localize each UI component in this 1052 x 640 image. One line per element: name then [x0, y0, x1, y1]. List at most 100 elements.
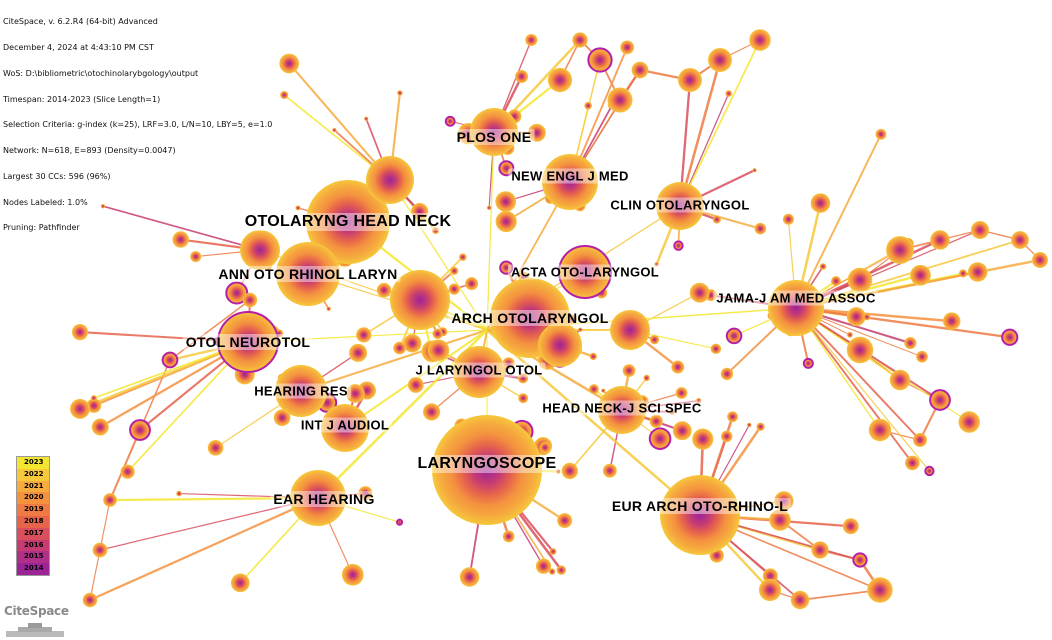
- node-label-int-j-audiol[interactable]: INT J AUDIOL: [297, 417, 393, 433]
- network-edge: [795, 229, 981, 309]
- network-edge: [486, 329, 701, 516]
- node-label-arch-otolaryngol[interactable]: ARCH OTOLARYNGOL: [448, 310, 612, 326]
- network-node: [846, 307, 866, 327]
- network-node: [758, 578, 782, 602]
- info-panel: CiteSpace, v. 6.2.R4 (64-bit) Advanced D…: [3, 1, 272, 242]
- network-node: [561, 462, 578, 480]
- network-node: [525, 33, 538, 47]
- network-node: [654, 262, 659, 267]
- network-node: [852, 552, 868, 568]
- legend-row-2020: 2020: [17, 492, 49, 505]
- network-edge: [109, 429, 141, 501]
- network-node: [92, 542, 108, 558]
- network-node: [930, 230, 950, 250]
- network-node: [498, 160, 515, 177]
- network-node: [622, 364, 636, 377]
- network-node: [643, 374, 650, 382]
- node-label-ann-oto-rhinol-laryn[interactable]: ANN OTO RHINOL LARYN: [215, 266, 401, 282]
- network-node: [958, 269, 968, 278]
- network-edge: [486, 131, 495, 331]
- citespace-logo-mark: [6, 623, 64, 637]
- node-label-j-laryngol-otol[interactable]: J LARYNGOL OTOL: [412, 362, 546, 378]
- node-label-hearing-res[interactable]: HEARING RES: [251, 383, 351, 399]
- legend-row-2019: 2019: [17, 504, 49, 516]
- legend-row-2023: 2023: [17, 457, 49, 469]
- network-node: [190, 251, 202, 263]
- network-node: [326, 306, 331, 312]
- network-node: [376, 282, 392, 298]
- network-node: [720, 367, 734, 381]
- node-label-otol-neurotol[interactable]: OTOL NEUROTOL: [182, 334, 314, 350]
- network-node: [423, 403, 441, 421]
- network-node: [276, 242, 340, 306]
- node-label-eur-arch-oto-rhino-l[interactable]: EUR ARCH OTO-RHINO-L: [608, 498, 792, 514]
- network-node: [364, 116, 369, 121]
- network-node: [1001, 328, 1019, 346]
- info-line-nodes-labeled: Nodes Labeled: 1.0%: [3, 197, 88, 207]
- network-node: [366, 156, 414, 204]
- network-node: [875, 128, 887, 140]
- network-node: [863, 313, 871, 321]
- network-node: [242, 292, 258, 308]
- network-node: [712, 215, 721, 224]
- node-label-jama[interactable]: JAMA-J AM MED ASSOC: [713, 290, 879, 306]
- network-node: [910, 264, 931, 286]
- network-node: [321, 404, 369, 452]
- network-node: [527, 123, 546, 142]
- network-node: [448, 283, 460, 295]
- network-node: [660, 475, 740, 555]
- node-label-clin-otolaryngol[interactable]: CLIN OTOLARYNGOL: [607, 197, 753, 213]
- node-label-acta-oto-laryngol[interactable]: ACTA OTO-LARYNGOL: [507, 264, 663, 280]
- network-node: [470, 108, 518, 156]
- network-node: [886, 236, 914, 264]
- network-node: [280, 90, 289, 100]
- network-node: [610, 310, 650, 350]
- network-node: [444, 115, 456, 127]
- network-node: [846, 336, 874, 364]
- network-node: [905, 455, 920, 471]
- network-node: [517, 373, 529, 384]
- network-node: [548, 568, 556, 575]
- network-node: [542, 154, 598, 210]
- network-node: [607, 87, 633, 113]
- network-node: [620, 40, 635, 55]
- network-node: [549, 548, 557, 555]
- network-node: [602, 463, 617, 478]
- network-node: [692, 428, 714, 450]
- network-node: [538, 323, 582, 367]
- network-node: [100, 204, 106, 209]
- legend-row-2014: 2014: [17, 563, 49, 575]
- info-line-date: December 4, 2024 at 4:43:10 PM CST: [3, 42, 154, 52]
- node-label-ear-hearing[interactable]: EAR HEARING: [270, 491, 378, 507]
- network-node: [172, 231, 189, 248]
- node-label-laryngoscope[interactable]: LARYNGOSCOPE: [414, 455, 560, 473]
- network-node: [754, 222, 767, 235]
- network-node: [230, 573, 250, 593]
- network-node: [240, 230, 280, 270]
- network-node: [345, 384, 365, 403]
- network-edge: [795, 133, 882, 309]
- network-node: [120, 464, 135, 479]
- network-node: [495, 210, 517, 233]
- network-node: [720, 430, 733, 443]
- network-node: [672, 421, 692, 441]
- network-node: [782, 213, 795, 225]
- network-node: [588, 384, 599, 395]
- node-label-plos-one[interactable]: PLOS ONE: [453, 129, 535, 145]
- network-node: [924, 465, 935, 477]
- network-node: [518, 393, 529, 404]
- network-node: [578, 327, 583, 332]
- network-node: [904, 336, 917, 350]
- network-node: [396, 518, 404, 526]
- node-label-head-neck-j-sci-spec[interactable]: HEAD NECK-J SCI SPEC: [539, 400, 705, 416]
- network-node: [217, 311, 279, 373]
- node-label-otolaryng-head-neck[interactable]: OTOLARYNG HEAD NECK: [241, 213, 455, 231]
- node-label-new-engl-j-med[interactable]: NEW ENGL J MED: [508, 168, 632, 184]
- network-node: [558, 245, 612, 299]
- network-node: [847, 267, 873, 293]
- network-node: [774, 491, 794, 511]
- network-node: [842, 518, 859, 535]
- network-node: [648, 427, 672, 450]
- network-node: [556, 565, 567, 575]
